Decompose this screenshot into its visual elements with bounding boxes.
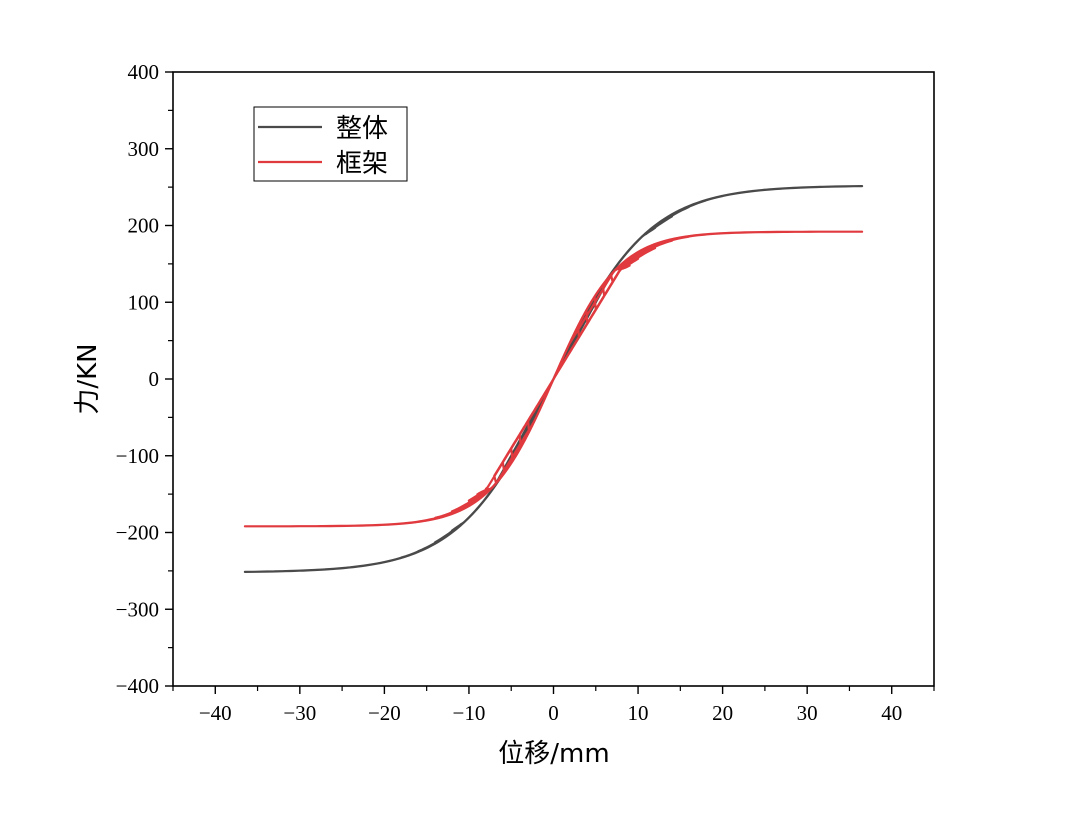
y-tick-label: −100	[116, 444, 159, 468]
y-tick-label: 400	[128, 60, 160, 84]
curves-layer	[243, 185, 864, 573]
y-tick-label: −300	[116, 597, 159, 621]
legend-label-整体: 整体	[336, 114, 388, 144]
y-tick-label: 0	[149, 367, 160, 391]
x-tick-label: 40	[881, 701, 902, 725]
x-axis-title: 位移/mm	[498, 739, 609, 769]
y-tick-label: 200	[128, 214, 160, 238]
x-tick-label: 20	[712, 701, 733, 725]
y-axis: −400 −300 −200 −100 0 100 200 300 400	[116, 60, 173, 698]
y-axis-title: 力/KN	[73, 343, 103, 414]
legend-label-框架: 框架	[336, 149, 388, 179]
x-tick-label: 30	[797, 701, 818, 725]
x-tick-label: 10	[628, 701, 649, 725]
legend: 整体 框架	[253, 106, 408, 182]
x-tick-label: −30	[283, 701, 316, 725]
y-tick-label: 100	[128, 290, 160, 314]
x-tick-label: −40	[199, 701, 232, 725]
y-tick-label: −400	[116, 674, 159, 698]
x-tick-label: −10	[453, 701, 486, 725]
legend-box	[253, 106, 408, 182]
y-tick-label: 300	[128, 137, 160, 161]
series-line-框架	[243, 230, 864, 528]
x-axis: −40 −30 −20 −10 0 10 20 30 40	[172, 686, 935, 725]
y-tick-label: −200	[116, 521, 159, 545]
x-tick-label: 0	[548, 701, 559, 725]
x-tick-label: −20	[368, 701, 401, 725]
